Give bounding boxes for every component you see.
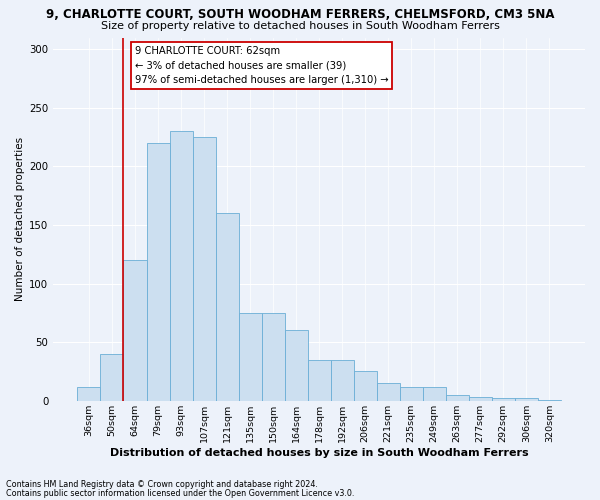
X-axis label: Distribution of detached houses by size in South Woodham Ferrers: Distribution of detached houses by size … bbox=[110, 448, 529, 458]
Text: Size of property relative to detached houses in South Woodham Ferrers: Size of property relative to detached ho… bbox=[101, 21, 499, 31]
Bar bbox=[331, 360, 353, 401]
Bar bbox=[215, 214, 239, 401]
Bar bbox=[308, 360, 331, 401]
Bar bbox=[423, 386, 446, 401]
Bar bbox=[446, 395, 469, 401]
Bar bbox=[353, 372, 377, 401]
Text: Contains public sector information licensed under the Open Government Licence v3: Contains public sector information licen… bbox=[6, 490, 355, 498]
Bar bbox=[239, 313, 262, 401]
Bar bbox=[469, 398, 492, 401]
Bar bbox=[262, 313, 284, 401]
Y-axis label: Number of detached properties: Number of detached properties bbox=[15, 137, 25, 301]
Bar bbox=[124, 260, 146, 401]
Bar bbox=[170, 132, 193, 401]
Text: 9, CHARLOTTE COURT, SOUTH WOODHAM FERRERS, CHELMSFORD, CM3 5NA: 9, CHARLOTTE COURT, SOUTH WOODHAM FERRER… bbox=[46, 8, 554, 20]
Bar bbox=[515, 398, 538, 401]
Bar bbox=[538, 400, 561, 401]
Bar bbox=[193, 137, 215, 401]
Bar bbox=[284, 330, 308, 401]
Bar bbox=[146, 143, 170, 401]
Text: Contains HM Land Registry data © Crown copyright and database right 2024.: Contains HM Land Registry data © Crown c… bbox=[6, 480, 318, 489]
Bar bbox=[77, 386, 100, 401]
Bar bbox=[400, 386, 423, 401]
Text: 9 CHARLOTTE COURT: 62sqm
← 3% of detached houses are smaller (39)
97% of semi-de: 9 CHARLOTTE COURT: 62sqm ← 3% of detache… bbox=[135, 46, 389, 86]
Bar bbox=[377, 383, 400, 401]
Bar bbox=[492, 398, 515, 401]
Bar bbox=[100, 354, 124, 401]
